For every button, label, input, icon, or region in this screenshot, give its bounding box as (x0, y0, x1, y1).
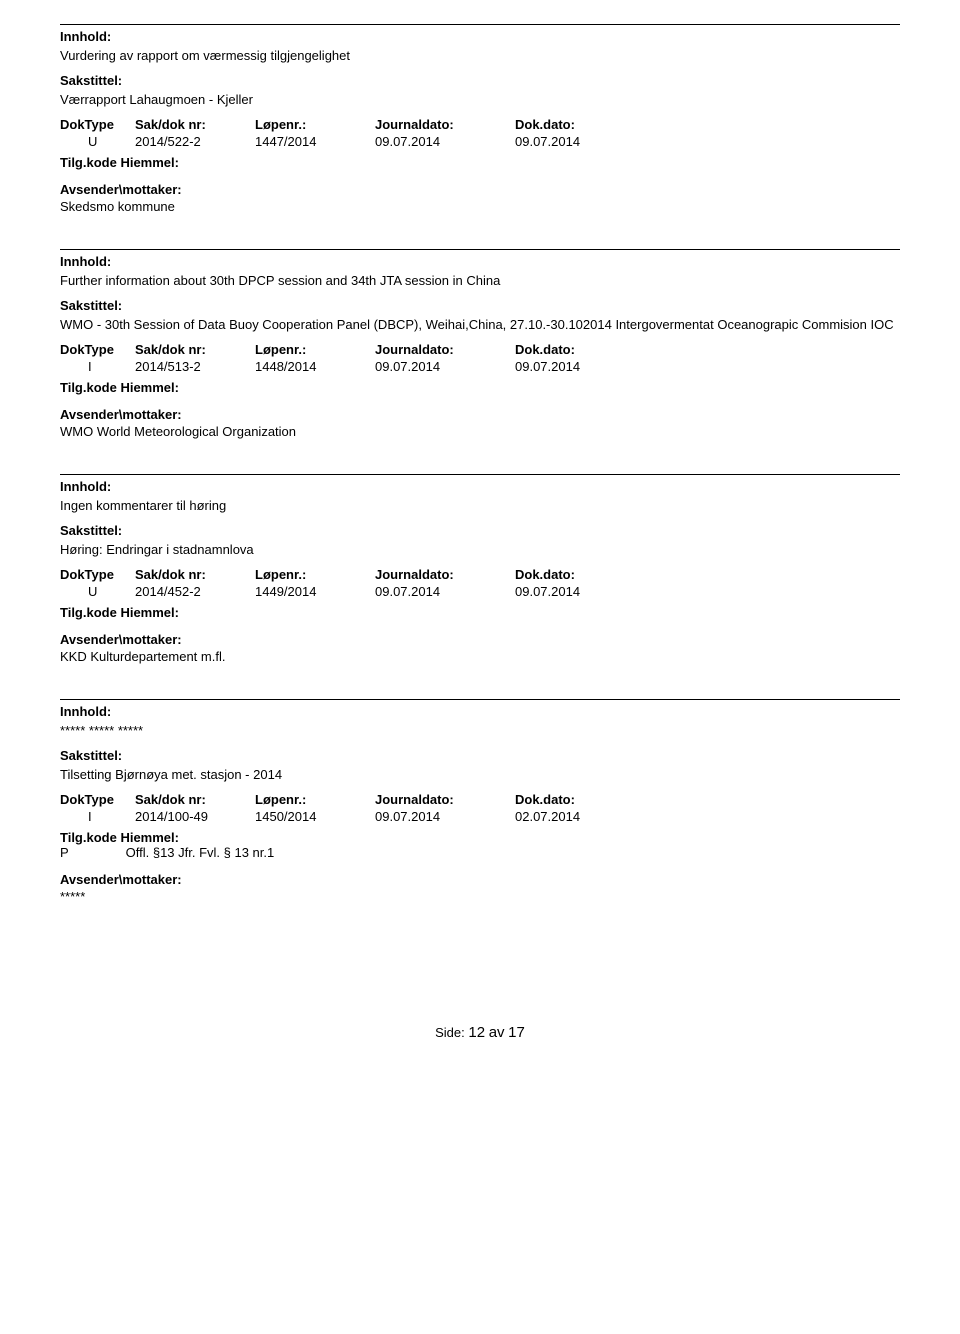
lopenr-header: Løpenr.: (255, 567, 375, 582)
avsender-label: Avsender\mottaker: (60, 407, 900, 422)
sakstittel-value: WMO - 30th Session of Data Buoy Cooperat… (60, 317, 900, 332)
meta-value-row: U 2014/522-2 1447/2014 09.07.2014 09.07.… (60, 134, 900, 149)
avsender-value: KKD Kulturdepartement m.fl. (60, 649, 900, 664)
avsender-label: Avsender\mottaker: (60, 182, 900, 197)
dokdato-header: Dok.dato: (515, 342, 635, 357)
doktype-value: I (60, 359, 135, 374)
saknr-header: Sak/dok nr: (135, 342, 255, 357)
separator-line (60, 249, 900, 250)
tilgkode-label: Tilg.kode (60, 605, 117, 620)
separator-line (60, 24, 900, 25)
dokdato-value: 09.07.2014 (515, 584, 635, 599)
hjemmel-label: Hiemmel: (120, 155, 179, 170)
lopenr-header: Løpenr.: (255, 117, 375, 132)
innhold-label: Innhold: (60, 479, 900, 494)
dokdato-value: 09.07.2014 (515, 134, 635, 149)
lopenr-value: 1449/2014 (255, 584, 375, 599)
journaldato-value: 09.07.2014 (375, 359, 515, 374)
tilgkode-row: Tilg.kode Hiemmel: (60, 605, 900, 620)
doktype-header: DokType (60, 567, 135, 582)
separator-line (60, 474, 900, 475)
innhold-label: Innhold: (60, 254, 900, 269)
sakstittel-label: Sakstittel: (60, 298, 900, 313)
journaldato-header: Journaldato: (375, 342, 515, 357)
journal-record: Innhold: ***** ***** ***** Sakstittel: T… (60, 699, 900, 904)
sakstittel-label: Sakstittel: (60, 523, 900, 538)
page-footer: Side: 12 av 17 (60, 1024, 900, 1041)
tilgkode-row: Tilg.kode Hiemmel: (60, 380, 900, 395)
lopenr-value: 1448/2014 (255, 359, 375, 374)
dokdato-value: 09.07.2014 (515, 359, 635, 374)
hjemmel-label: Hiemmel: (120, 605, 179, 620)
lopenr-header: Løpenr.: (255, 792, 375, 807)
side-label: Side: (435, 1025, 465, 1040)
journal-record: Innhold: Ingen kommentarer til høring Sa… (60, 474, 900, 664)
innhold-label: Innhold: (60, 704, 900, 719)
saknr-header: Sak/dok nr: (135, 792, 255, 807)
dokdato-header: Dok.dato: (515, 117, 635, 132)
saknr-value: 2014/100-49 (135, 809, 255, 824)
dokdato-header: Dok.dato: (515, 792, 635, 807)
doktype-value: U (60, 134, 135, 149)
meta-header-row: DokType Sak/dok nr: Løpenr.: Journaldato… (60, 567, 900, 582)
meta-value-row: I 2014/100-49 1450/2014 09.07.2014 02.07… (60, 809, 900, 824)
hjemmel-label: Hiemmel: (120, 380, 179, 395)
meta-header-row: DokType Sak/dok nr: Løpenr.: Journaldato… (60, 792, 900, 807)
page-sep: av (489, 1024, 505, 1041)
avsender-value: ***** (60, 889, 900, 904)
lopenr-header: Løpenr.: (255, 342, 375, 357)
sakstittel-value: Værrapport Lahaugmoen - Kjeller (60, 92, 900, 107)
meta-value-row: U 2014/452-2 1449/2014 09.07.2014 09.07.… (60, 584, 900, 599)
avsender-label: Avsender\mottaker: (60, 872, 900, 887)
hjemmel-value: Offl. §13 Jfr. Fvl. § 13 nr.1 (126, 845, 275, 860)
dokdato-value: 02.07.2014 (515, 809, 635, 824)
innhold-value: ***** ***** ***** (60, 723, 900, 738)
tilgkode-row: Tilg.kode Hiemmel: P Offl. §13 Jfr. Fvl.… (60, 830, 900, 860)
innhold-value: Ingen kommentarer til høring (60, 498, 900, 513)
saknr-value: 2014/513-2 (135, 359, 255, 374)
dokdato-header: Dok.dato: (515, 567, 635, 582)
doktype-header: DokType (60, 117, 135, 132)
tilgkode-label: Tilg.kode (60, 380, 117, 395)
journaldato-header: Journaldato: (375, 567, 515, 582)
avsender-value: Skedsmo kommune (60, 199, 900, 214)
saknr-value: 2014/452-2 (135, 584, 255, 599)
separator-line (60, 699, 900, 700)
journaldato-value: 09.07.2014 (375, 584, 515, 599)
innhold-label: Innhold: (60, 29, 900, 44)
hjemmel-label: Hiemmel: (120, 830, 179, 845)
journaldato-value: 09.07.2014 (375, 809, 515, 824)
doktype-header: DokType (60, 792, 135, 807)
saknr-header: Sak/dok nr: (135, 117, 255, 132)
doktype-value: I (60, 809, 135, 824)
innhold-value: Vurdering av rapport om værmessig tilgje… (60, 48, 900, 63)
tilgkode-row: Tilg.kode Hiemmel: (60, 155, 900, 170)
tilgkode-label: Tilg.kode (60, 155, 117, 170)
sakstittel-value: Høring: Endringar i stadnamnlova (60, 542, 900, 557)
sakstittel-value: Tilsetting Bjørnøya met. stasjon - 2014 (60, 767, 900, 782)
journaldato-header: Journaldato: (375, 792, 515, 807)
lopenr-value: 1450/2014 (255, 809, 375, 824)
meta-value-row: I 2014/513-2 1448/2014 09.07.2014 09.07.… (60, 359, 900, 374)
innhold-value: Further information about 30th DPCP sess… (60, 273, 900, 288)
page-current: 12 (468, 1024, 485, 1041)
journaldato-header: Journaldato: (375, 117, 515, 132)
avsender-label: Avsender\mottaker: (60, 632, 900, 647)
doktype-header: DokType (60, 342, 135, 357)
journal-record: Innhold: Further information about 30th … (60, 249, 900, 439)
tilgkode-label: Tilg.kode (60, 830, 117, 845)
page-total: 17 (508, 1024, 525, 1041)
meta-header-row: DokType Sak/dok nr: Løpenr.: Journaldato… (60, 117, 900, 132)
doktype-value: U (60, 584, 135, 599)
avsender-value: WMO World Meteorological Organization (60, 424, 900, 439)
saknr-header: Sak/dok nr: (135, 567, 255, 582)
lopenr-value: 1447/2014 (255, 134, 375, 149)
journaldato-value: 09.07.2014 (375, 134, 515, 149)
sakstittel-label: Sakstittel: (60, 73, 900, 88)
meta-header-row: DokType Sak/dok nr: Løpenr.: Journaldato… (60, 342, 900, 357)
journal-record: Innhold: Vurdering av rapport om værmess… (60, 24, 900, 214)
sakstittel-label: Sakstittel: (60, 748, 900, 763)
saknr-value: 2014/522-2 (135, 134, 255, 149)
tilgkode-value: P (60, 845, 122, 860)
